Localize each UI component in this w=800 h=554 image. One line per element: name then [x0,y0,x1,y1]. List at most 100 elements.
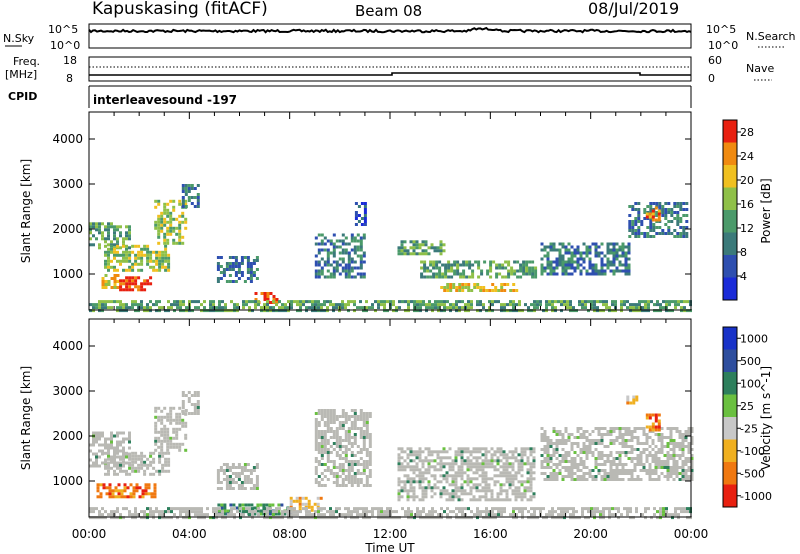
power-cell [683,309,686,313]
vel-cell [170,507,173,511]
vel-cell [433,459,437,463]
vel-cell [263,516,266,520]
vel-cell [368,439,372,442]
vel-cell [163,427,167,431]
vel-cell [529,486,533,490]
power-cell [104,237,107,241]
power-cell [89,222,92,226]
vel-cell [320,516,323,520]
power-cell [212,303,215,307]
vel-cell [326,466,330,469]
vel-cell [451,465,455,469]
vel-cell [612,478,616,481]
power-cell [134,259,138,263]
power-cell [317,300,320,304]
vel-cell [549,445,553,448]
power-cell [119,234,122,238]
power-cell [122,309,125,313]
power-cell [455,289,459,292]
vel-cell [359,451,363,454]
vel-cell [221,513,224,517]
vel-cell [114,489,118,493]
power-cell [431,303,434,307]
vel-cell [581,513,584,517]
power-cell [362,254,366,258]
power-cell [495,272,499,276]
power-cell [203,300,206,304]
vel-cell [582,445,586,448]
vel-cell [116,455,119,459]
vel-cell [567,472,571,475]
vel-cell [188,516,191,520]
power-cell [534,266,538,270]
vel-cell [654,478,658,481]
vel-cell [314,436,318,439]
power-cell [299,309,302,313]
vel-cell [627,445,631,448]
nsearch-label: N.Search [746,30,796,43]
vel-cell [169,442,173,446]
vel-cell [672,460,676,463]
power-cell [326,275,330,279]
vel-cell [160,445,164,449]
vel-cell [502,465,506,469]
power-cell [320,306,323,310]
power-cell [594,245,598,249]
power-cell [137,303,140,307]
power-echo-region [154,199,188,245]
vel-cell [681,442,685,445]
power-cell [196,199,200,202]
power-cell [161,259,165,263]
vel-cell [344,484,348,487]
power-cell [350,260,354,264]
vel-cell [262,512,266,516]
power-cell [92,243,95,247]
vel-cell [570,433,574,436]
power-cell [477,260,481,264]
power-cell [371,303,374,307]
vel-cell [570,457,574,460]
vel-cell [570,475,574,478]
vel-cell [155,469,159,473]
colorbar-tick-label: 4 [740,270,747,283]
power-cell [596,306,599,310]
vel-cell [576,463,580,466]
power-cell [661,229,665,232]
vel-cell [591,469,595,472]
vel-cell [219,487,223,490]
vel-cell [479,513,482,517]
vel-cell [128,431,131,435]
vel-cell [380,510,383,514]
vel-cell [632,401,636,405]
power-cell [447,263,451,267]
vel-cell [161,463,165,467]
vel-cell [181,406,185,409]
power-cell [234,274,238,277]
vel-cell [98,449,101,453]
vel-cell [410,510,413,514]
power-cell [627,245,631,249]
power-cell [104,262,107,266]
vel-cell [490,489,494,493]
vel-cell [181,421,185,425]
power-cell [125,247,128,251]
vel-cell [332,421,336,424]
vel-cell [134,469,138,473]
vel-cell [365,460,369,463]
power-cell [167,256,171,260]
vel-cell [409,483,413,487]
vel-cell [338,507,341,511]
vel-cell [166,442,170,446]
vel-cell [415,456,419,460]
vel-cell [575,516,578,520]
power-cell [442,243,446,247]
vel-cell [368,451,372,454]
vel-cell [609,469,613,472]
vel-cell [514,459,518,463]
vel-cell [353,418,357,421]
power-cell [158,268,162,272]
vel-cell [305,507,308,511]
power-cell [461,300,464,304]
power-cell [628,214,632,217]
vel-cell [397,480,401,484]
